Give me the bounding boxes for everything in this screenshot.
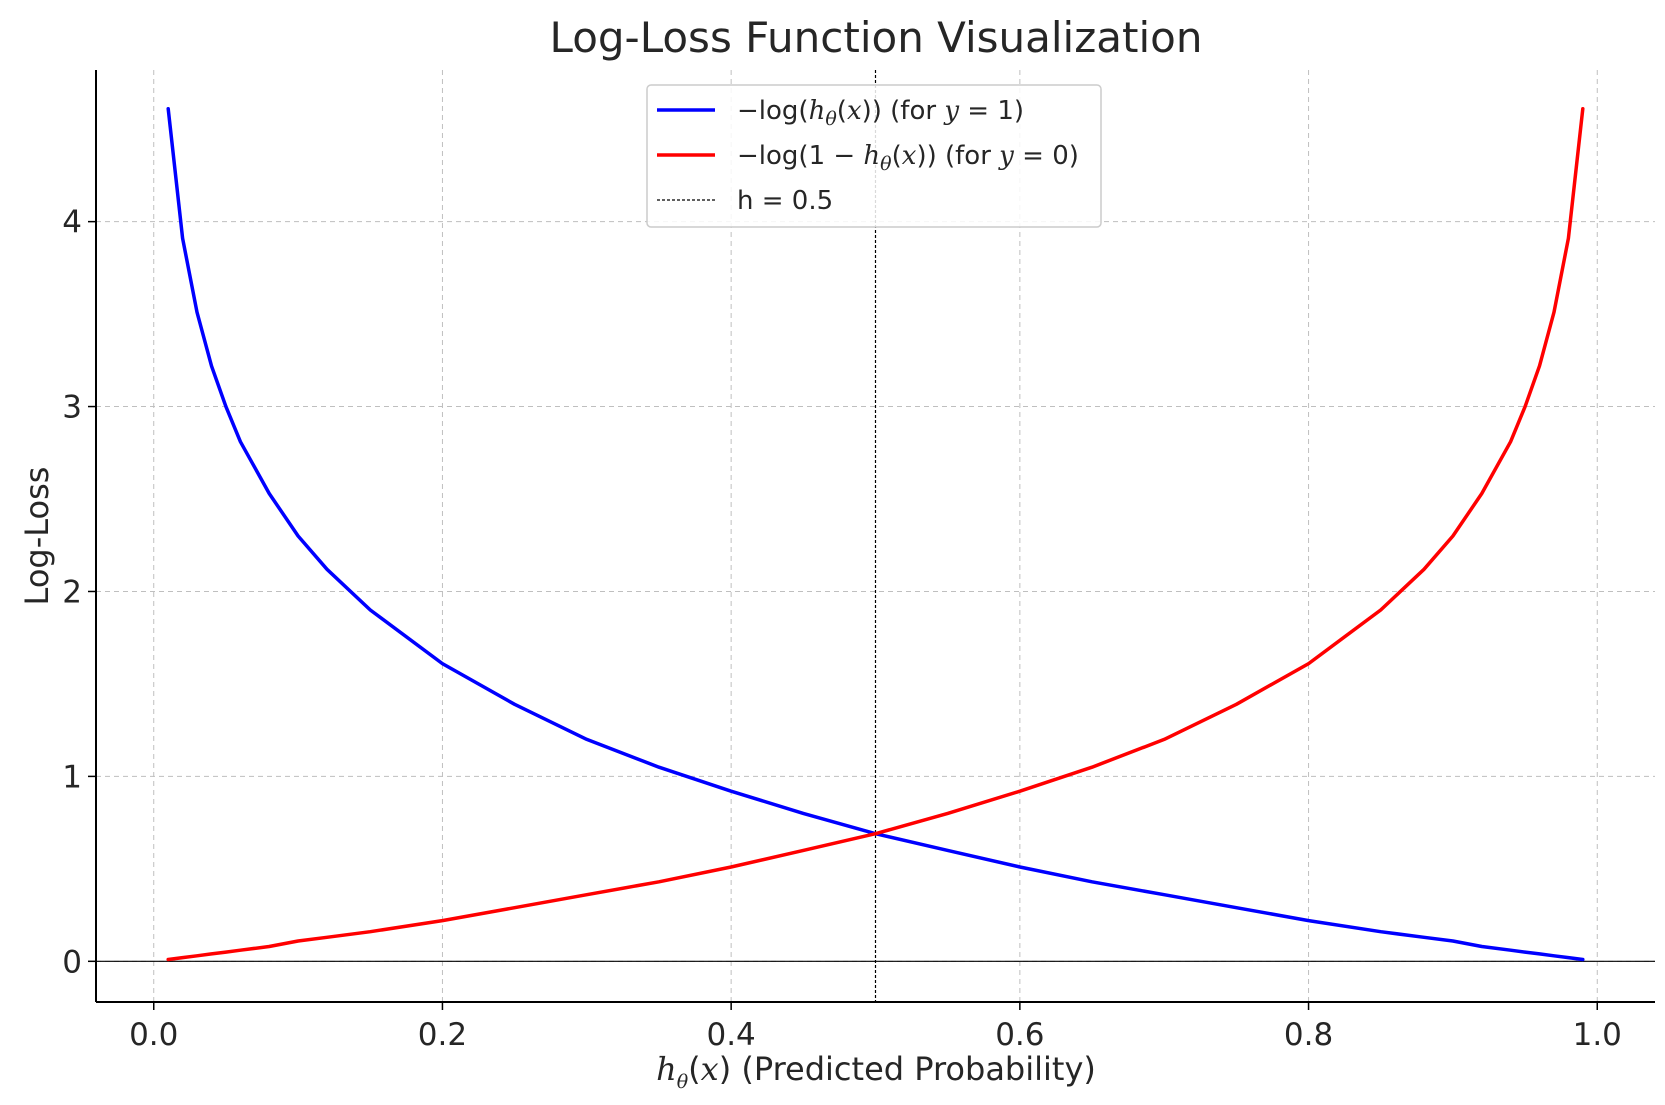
x-tick-label: 0.6 [995, 1017, 1044, 1053]
y-tick-label: 1 [62, 759, 82, 795]
y-ticks: 0 1 2 3 4 [62, 205, 96, 980]
x-tick-label: 1.0 [1573, 1017, 1622, 1053]
x-axis-label-x: x [701, 1050, 719, 1088]
x-axis-label: hθ(x) (Predicted Probability) [656, 1050, 1096, 1093]
y-axis-label: Log-Loss [18, 467, 56, 606]
legend-entry-h05: h = 0.5 [737, 186, 833, 216]
x-axis-label-h: h [656, 1050, 677, 1088]
chart-title: Log-Loss Function Visualization [550, 13, 1203, 62]
y-tick-label: 0 [62, 944, 82, 980]
y-tick-label: 4 [62, 205, 82, 241]
series-lines [166, 107, 1585, 962]
x-tick-label: 0.4 [706, 1017, 755, 1053]
legend: −log(hθ(x)) (for y = 1) −log(1 − hθ(x)) … [646, 84, 1102, 228]
x-axis-label-rest: (Predicted Probability) [731, 1050, 1096, 1088]
x-ticks: 0.0 0.2 0.4 0.6 0.8 1.0 [129, 1002, 1622, 1053]
y-tick-label: 2 [62, 574, 82, 610]
x-axis-label-theta: θ [677, 1071, 689, 1093]
x-tick-label: 0.8 [1284, 1017, 1333, 1053]
legend-entry-y0: −log(1 − hθ(x)) (for y = 0) [737, 141, 1079, 175]
legend-entry-y1: −log(hθ(x)) (for y = 1) [737, 96, 1024, 130]
legend-frame [646, 84, 1102, 228]
y-tick-label: 3 [62, 390, 82, 426]
x-tick-label: 0.2 [418, 1017, 467, 1053]
x-tick-label: 0.0 [129, 1017, 178, 1053]
series-line-y0 [166, 107, 1585, 962]
axes [95, 70, 1655, 1003]
